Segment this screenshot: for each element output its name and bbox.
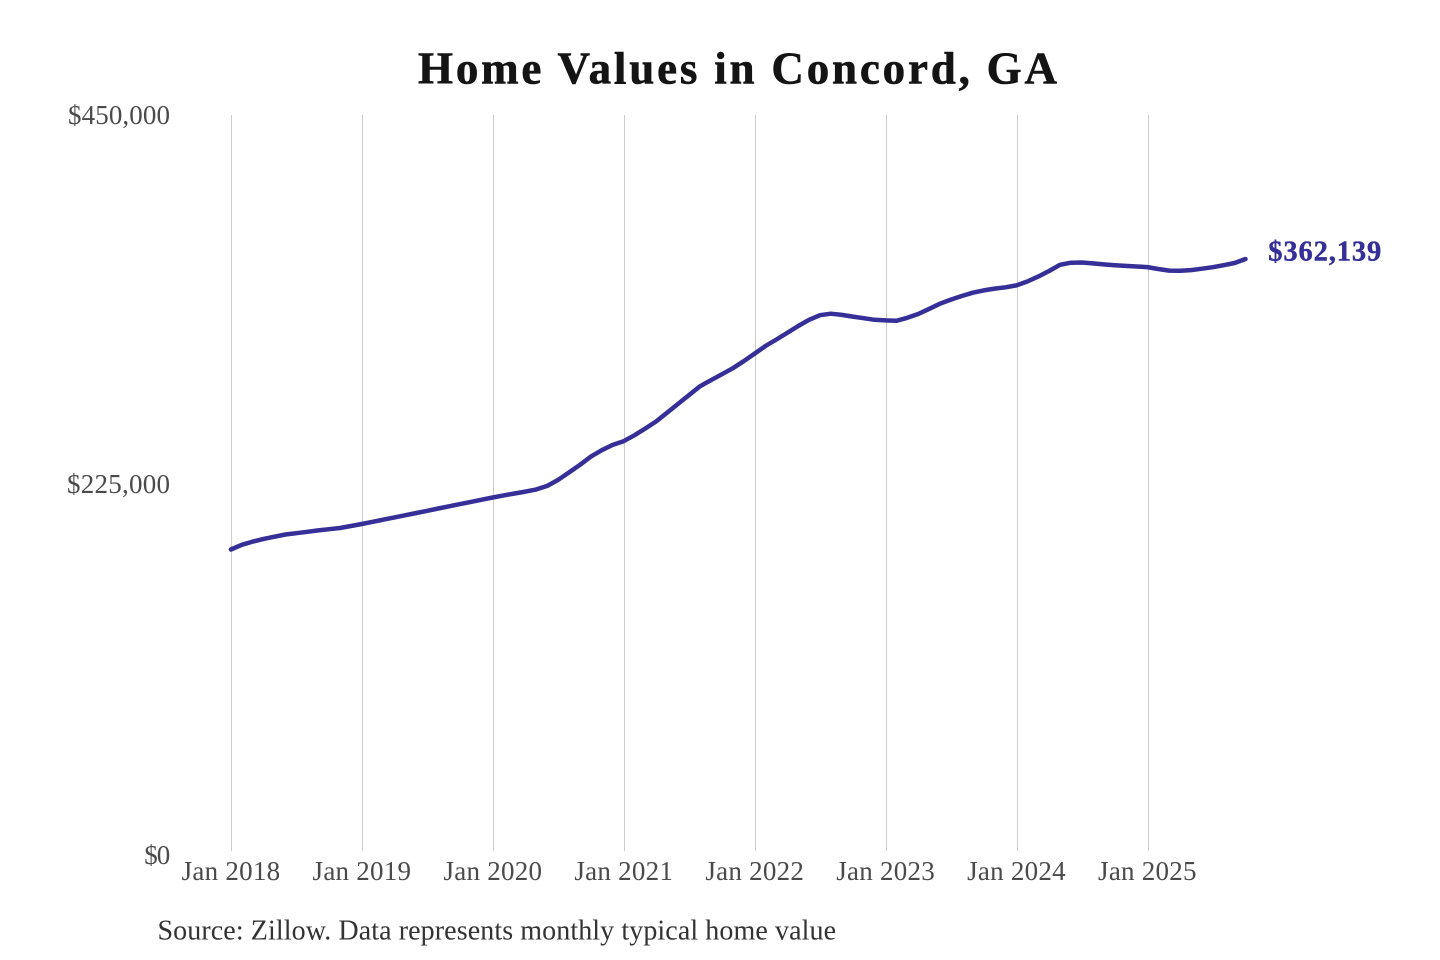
svg-text:Jan 2021: Jan 2021 [574,856,673,886]
svg-text:Home Values in Concord, GA: Home Values in Concord, GA [418,44,1058,94]
svg-text:Jan 2018: Jan 2018 [182,856,281,886]
svg-text:$225,000: $225,000 [67,469,170,499]
svg-text:$450,000: $450,000 [68,100,170,130]
svg-text:Jan 2023: Jan 2023 [836,856,935,886]
svg-text:$362,139: $362,139 [1268,236,1381,267]
svg-text:Jan 2025: Jan 2025 [1098,856,1197,886]
svg-text:Jan 2019: Jan 2019 [313,856,412,886]
svg-text:Jan 2024: Jan 2024 [967,856,1066,886]
svg-text:Jan 2022: Jan 2022 [705,856,804,886]
svg-text:$0: $0 [144,840,170,870]
svg-text:Jan 2020: Jan 2020 [443,856,542,886]
svg-text:Source: Zillow. Data represent: Source: Zillow. Data represents monthly … [158,915,837,946]
